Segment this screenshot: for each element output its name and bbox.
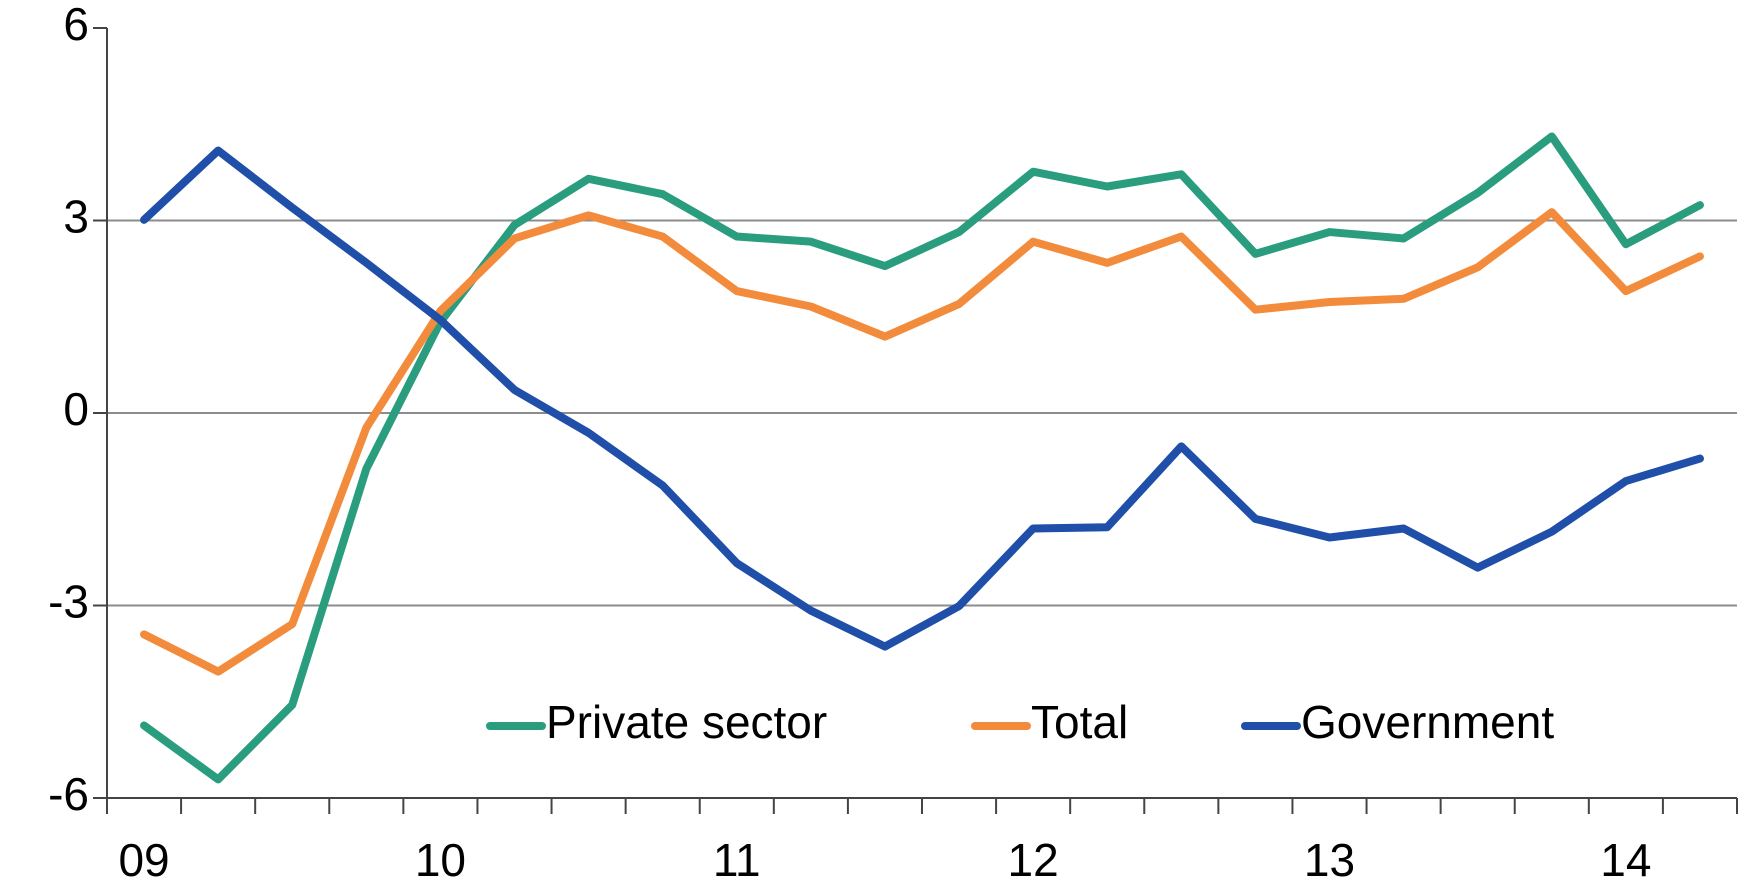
x-tick-label: 11	[713, 834, 761, 884]
series-line	[140, 146, 1704, 651]
y-tick-label: -3	[48, 576, 89, 628]
y-tick-label: 6	[63, 0, 89, 50]
x-tick-label: 14	[1600, 834, 1651, 884]
series-line	[140, 132, 1704, 784]
y-tick-label: 0	[63, 383, 89, 435]
legend-label: Government	[1301, 696, 1554, 748]
series-line	[140, 208, 1704, 676]
x-tick-label: 13	[1304, 834, 1355, 884]
x-tick-label: 09	[118, 834, 169, 884]
legend-label: Private sector	[546, 696, 827, 748]
legend-label: Total	[1031, 696, 1128, 748]
y-tick-label: -6	[48, 768, 89, 820]
y-tick-label: 3	[63, 191, 89, 243]
x-tick-label: 12	[1008, 834, 1059, 884]
x-tick-label: 10	[415, 834, 466, 884]
